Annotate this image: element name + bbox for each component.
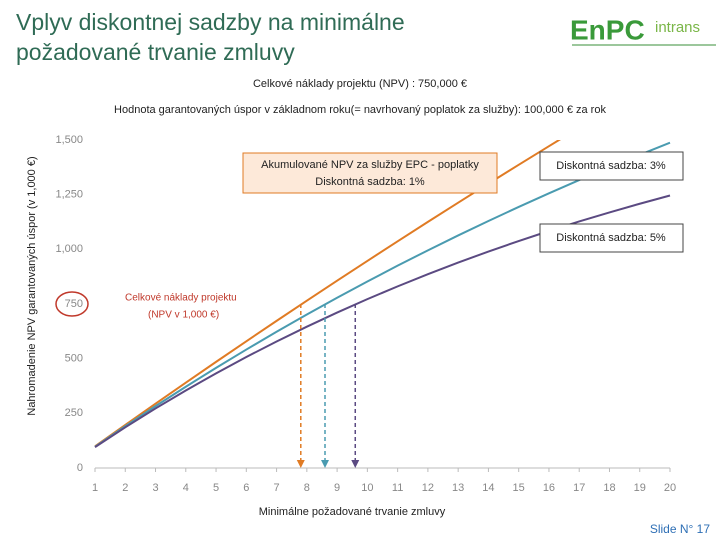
x-tick-label: 17 [573,482,585,494]
x-tick-label: 10 [361,482,373,494]
x-tick-label: 6 [243,482,249,494]
x-tick-label: 4 [183,482,189,494]
legend-label: Diskontná sadzba: 1% [315,176,425,188]
y-tick-label: 500 [65,353,83,365]
cost-annotation: Celkové náklady projektu [125,293,237,304]
x-tick-label: 16 [543,482,555,494]
y-tick-label: 1,500 [55,134,83,146]
legend-box [539,151,684,181]
legend-box [242,152,498,194]
logo-main: EnPC [570,14,645,45]
plot-area [94,140,671,449]
x-tick-label: 7 [274,482,280,494]
legend-label: Diskontná sadzba: 3% [556,160,666,172]
subtitle: Celkové náklady projektu (NPV) : 750,000… [253,78,467,90]
y-tick-label: 0 [77,462,83,474]
x-tick-label: 11 [392,482,403,494]
x-tick-label: 5 [213,482,219,494]
y-tick-label: 250 [65,407,83,419]
logo-sub: intrans [655,19,700,36]
x-tick-label: 1 [92,482,98,494]
arrow-head [321,460,329,468]
cost-annotation: (NPV v 1,000 €) [148,310,219,321]
y-tick-label: 1,250 [55,189,83,201]
subtitle: Hodnota garantovaných úspor v základnom … [114,104,606,116]
x-tick-label: 15 [513,482,525,494]
arrow-head [351,460,360,468]
slide-title: Vplyv diskontnej sadzby na minimálne pož… [16,9,411,65]
x-tick-label: 19 [634,482,646,494]
legend-heading: Akumulované NPV za služby EPC - poplatky [261,159,479,171]
x-tick-label: 14 [482,482,494,494]
series-line [94,141,671,448]
x-tick-label: 9 [334,482,340,494]
y-tick-label: 750 [65,298,83,310]
series-line [94,194,671,449]
x-tick-label: 20 [664,482,676,494]
series-line [94,140,561,448]
x-tick-label: 13 [452,482,464,494]
y-tick-label: 1,000 [55,243,83,255]
legend-label: Diskontná sadzba: 5% [556,232,666,244]
x-tick-label: 8 [304,482,310,494]
x-axis-title: Minimálne požadované trvanie zmluvy [259,506,446,518]
arrow-head [296,460,305,468]
legend-box [539,223,684,253]
x-tick-label: 3 [152,482,158,494]
cost-level-marker [55,291,89,317]
x-tick-label: 2 [122,482,128,494]
slide-number: Slide N° 17 [650,522,710,536]
x-tick-label: 18 [603,482,615,494]
x-tick-label: 12 [422,482,434,494]
y-axis-title: Nahromadenie NPV garantovaných úspor (v … [26,156,38,415]
